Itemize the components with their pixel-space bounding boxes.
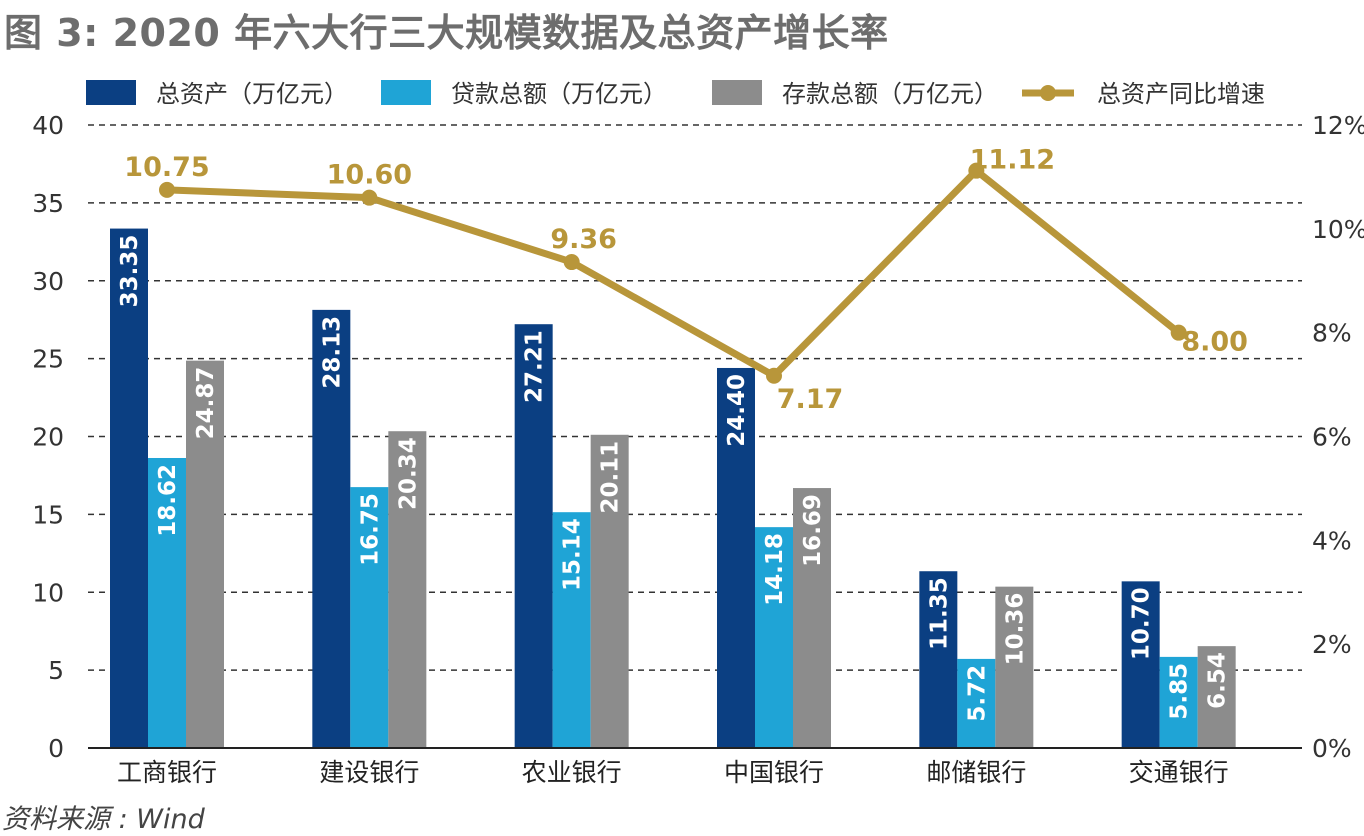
- y-left-tick-label: 30: [32, 267, 64, 296]
- bar-data-label: 16.69: [800, 494, 826, 567]
- x-category-label: 工商银行: [117, 758, 217, 787]
- growth-point: [159, 181, 175, 198]
- bar-data-label: 24.40: [724, 374, 750, 447]
- bar: [1159, 656, 1198, 748]
- bar-data-label: 16.75: [357, 493, 383, 566]
- legend-swatch: [381, 80, 431, 105]
- y-left-tick-label: 40: [32, 111, 64, 140]
- bar-data-label: 5.72: [964, 665, 990, 722]
- bar: [1197, 646, 1236, 748]
- bar: [919, 571, 958, 748]
- legend-swatch: [86, 80, 136, 105]
- legend-label: 总资产同比增速: [1097, 80, 1265, 108]
- growth-data-label: 11.12: [970, 145, 1055, 176]
- bar-data-label: 24.87: [193, 367, 219, 440]
- bar: [186, 360, 224, 748]
- bar-data-label: 33.35: [117, 235, 143, 308]
- y-left-tick-label: 10: [32, 578, 64, 607]
- y-right-tick-label: 2%: [1312, 630, 1352, 659]
- growth-point: [968, 162, 985, 179]
- y-right-tick-label: 0%: [1312, 734, 1352, 763]
- bar: [148, 457, 186, 748]
- bar-data-label: 18.62: [155, 464, 181, 537]
- growth-point: [563, 254, 580, 271]
- x-category-label: 农业银行: [522, 758, 622, 787]
- growth-point: [361, 189, 378, 206]
- bar: [590, 434, 629, 748]
- bar: [793, 488, 831, 748]
- legend-swatch: [712, 80, 762, 105]
- bar-data-label: 10.36: [1002, 593, 1028, 666]
- chart-title: 图 3: 2020 年六大行三大规模数据及总资产增长率: [4, 11, 889, 55]
- legend-marker: [1040, 85, 1056, 101]
- bar: [717, 367, 755, 748]
- bar: [388, 431, 427, 748]
- legend-label: 贷款总额（万亿元）: [451, 80, 667, 108]
- y-left-tick-label: 5: [48, 656, 64, 685]
- bar-data-label: 20.34: [395, 437, 421, 510]
- bar-data-label: 28.13: [319, 316, 345, 389]
- growth-data-label: 10.75: [124, 152, 209, 183]
- bar: [514, 324, 553, 748]
- bar-data-label: 27.21: [522, 330, 548, 403]
- bar-data-label: 6.54: [1205, 652, 1231, 709]
- legend-label: 存款总额（万亿元）: [782, 80, 998, 108]
- bar-data-label: 11.35: [926, 577, 952, 650]
- legend-label: 总资产（万亿元）: [156, 80, 348, 108]
- y-right-tick-label: 6%: [1312, 423, 1352, 452]
- legend: 总资产（万亿元） 贷款总额（万亿元） 存款总额（万亿元） 总资产同比增速: [86, 80, 1265, 108]
- growth-data-label: 9.36: [550, 224, 617, 255]
- growth-line: [166, 167, 1181, 380]
- x-category-label: 建设银行: [319, 758, 419, 787]
- bar: [957, 658, 996, 748]
- y-right-tick-label: 12%: [1312, 111, 1364, 140]
- y-left-tick-label: 0: [48, 734, 64, 763]
- x-category-label: 邮储银行: [926, 758, 1026, 787]
- source-note: 资料来源 : Wind: [2, 804, 205, 835]
- bar: [110, 228, 148, 749]
- bar-data-label: 15.14: [560, 518, 586, 591]
- y-right-tick-label: 4%: [1312, 526, 1352, 555]
- bar-data-label: 5.85: [1167, 663, 1193, 720]
- y-right-tick-label: 8%: [1312, 319, 1352, 348]
- growth-data-label: 7.17: [777, 384, 844, 415]
- y-left-tick-label: 20: [32, 423, 64, 452]
- y-left-tick-label: 25: [32, 345, 64, 374]
- bar: [1121, 581, 1160, 748]
- bar: [552, 512, 591, 748]
- bar: [995, 586, 1034, 748]
- growth-data-label: 8.00: [1181, 327, 1248, 358]
- bar-data-label: 20.11: [598, 441, 624, 514]
- y-left-tick-label: 15: [32, 500, 64, 529]
- bar: [312, 309, 351, 748]
- x-category-label: 交通银行: [1129, 758, 1229, 787]
- bar: [350, 487, 389, 748]
- growth-data-label: 10.60: [327, 160, 412, 191]
- y-right-tick-label: 10%: [1312, 215, 1364, 244]
- x-category-label: 中国银行: [724, 758, 824, 787]
- bar-data-label: 10.70: [1129, 587, 1155, 660]
- bar: [755, 527, 793, 748]
- growth-point: [766, 367, 782, 384]
- growth-point: [1170, 324, 1187, 341]
- bar-data-label: 14.18: [762, 533, 788, 606]
- y-left-tick-label: 35: [32, 189, 64, 218]
